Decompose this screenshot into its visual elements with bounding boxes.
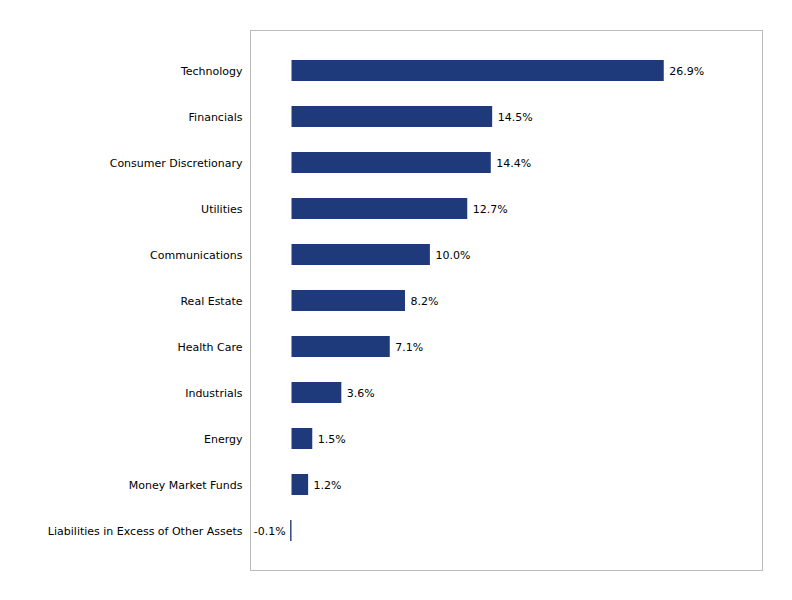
svg-text:Real Estate: Real Estate — [180, 295, 242, 308]
svg-text:-0.1%: -0.1% — [254, 525, 286, 538]
svg-text:14.4%: 14.4% — [496, 157, 531, 170]
svg-text:7.1%: 7.1% — [395, 341, 423, 354]
svg-text:Industrials: Industrials — [185, 387, 243, 400]
svg-text:14.5%: 14.5% — [498, 111, 533, 124]
svg-text:Consumer Discretionary: Consumer Discretionary — [110, 157, 243, 170]
svg-text:Technology: Technology — [180, 65, 243, 78]
svg-text:26.9%: 26.9% — [669, 65, 704, 78]
svg-text:3.6%: 3.6% — [347, 387, 375, 400]
svg-text:Health Care: Health Care — [177, 341, 242, 354]
svg-text:Liabilities in Excess of Other: Liabilities in Excess of Other Assets — [48, 525, 243, 538]
svg-text:10.0%: 10.0% — [435, 249, 470, 262]
svg-text:Money Market Funds: Money Market Funds — [129, 479, 243, 492]
svg-text:Energy: Energy — [204, 433, 243, 446]
svg-text:Utilities: Utilities — [201, 203, 243, 216]
svg-text:Communications: Communications — [150, 249, 243, 262]
svg-text:1.2%: 1.2% — [314, 479, 342, 492]
svg-text:Financials: Financials — [189, 111, 243, 124]
svg-text:1.5%: 1.5% — [318, 433, 346, 446]
svg-text:8.2%: 8.2% — [410, 295, 438, 308]
svg-text:12.7%: 12.7% — [473, 203, 508, 216]
